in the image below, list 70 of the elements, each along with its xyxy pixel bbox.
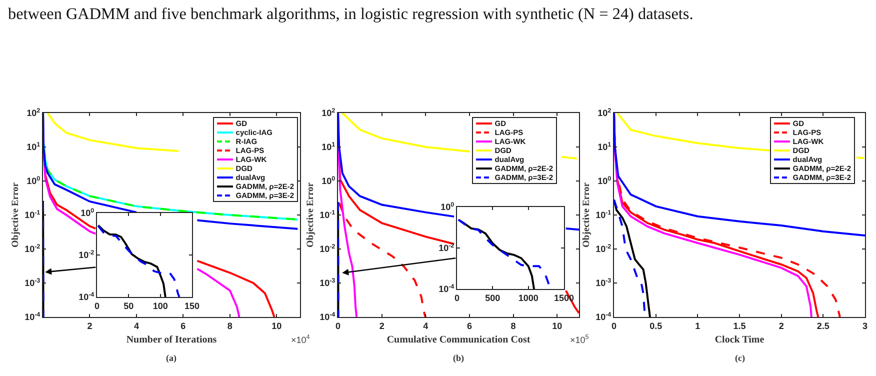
line-series (46, 113, 180, 152)
y-tick-label: 10$^{-2}$ (320, 243, 336, 254)
y-tick-label: 10$^{2}$ (26, 107, 41, 118)
text: ×10$^{4}$ (291, 334, 310, 345)
y-tick-label: 10$^{0}$ (598, 175, 612, 186)
x-tick-label: 150 (184, 300, 200, 311)
x-tick-label: 2 (778, 320, 784, 331)
x-tick-label: 2 (379, 320, 384, 331)
text: ×10$^{5}$ (570, 334, 590, 345)
text: (b) (453, 353, 464, 363)
y-axis-title: Objective Error (306, 182, 316, 248)
line-series (338, 202, 427, 317)
y-tick-label: 10$^{2}$ (598, 107, 612, 118)
y-tick-label: 10$^{-4}$ (596, 311, 612, 322)
y-axis-title: Objective Error (10, 182, 21, 248)
y-tick-label: 10$^{-2}$ (24, 243, 41, 254)
y-tick-label: 10$^{0}$ (80, 207, 95, 218)
y-tick-label: 10$^{-4}$ (78, 291, 95, 302)
x-tick-label: 50 (124, 300, 134, 311)
x-axis-title: Cumulative Communication Cost (386, 334, 531, 346)
y-tick-label: 10$^{-2}$ (78, 249, 95, 260)
x-tick-label: 0 (611, 320, 617, 331)
line-series (97, 225, 180, 297)
y-tick-label: 10$^{-4}$ (438, 283, 455, 294)
x-tick-label: 4 (423, 320, 428, 331)
y-tick-label: 10$^{-2}$ (596, 243, 612, 254)
x-axis-title: Number of Iterations (126, 334, 217, 346)
y-tick-label: 10$^{1}$ (598, 141, 612, 152)
x-tick-label: 8 (227, 320, 232, 331)
x-tick-label: 2.5 (816, 320, 830, 331)
x-tick-label: 6 (466, 320, 472, 331)
line-series (614, 113, 865, 236)
x-tick-label: 2 (87, 320, 92, 331)
x-tick-label: 6 (180, 320, 186, 331)
line-series (97, 224, 166, 297)
x-tick-label: 1000 (518, 292, 538, 303)
x-tick-label: 0 (335, 320, 341, 331)
text: between GADMM and five benchmark algorithms, in logistic regression with synthetic (N = 24) datasets. (8, 4, 694, 25)
y-tick-label: 10$^{2}$ (322, 107, 336, 118)
y-tick-label: 10$^{-1}$ (596, 209, 612, 220)
x-tick-label: 100 (152, 300, 168, 311)
x-tick-label: 10 (272, 320, 282, 331)
x-tick-label: 0 (94, 300, 100, 311)
line-series (457, 218, 536, 289)
x-axis-title: Clock Time (714, 334, 765, 346)
y-tick-label: 10$^{-2}$ (438, 242, 455, 254)
y-tick-label: 10$^{0}$ (440, 201, 455, 212)
y-tick-label: 10$^{1}$ (322, 141, 336, 152)
x-tick-label: 3 (862, 320, 868, 331)
y-tick-label: 10$^{-3}$ (320, 277, 336, 288)
x-tick-label: 0 (454, 292, 460, 303)
x-tick-label: 1.5 (733, 320, 746, 331)
x-tick-label: 8 (510, 320, 516, 331)
y-tick-label: 10$^{-1}$ (320, 209, 336, 220)
x-tick-label: 0.5 (650, 320, 662, 331)
y-tick-label: 10$^{0}$ (26, 175, 41, 186)
x-tick-label: 500 (485, 292, 500, 303)
x-tick-label: 10 (552, 320, 562, 331)
y-axis-title: Objective Error (582, 182, 592, 248)
x-tick-label: 1 (695, 320, 700, 331)
text: (c) (735, 353, 745, 363)
y-tick-label: 10$^{-3}$ (596, 277, 612, 288)
y-tick-label: 10$^{0}$ (322, 175, 336, 186)
y-tick-label: 10$^{-4}$ (320, 311, 336, 322)
y-tick-label: 10$^{-3}$ (24, 277, 41, 288)
x-tick-label: 4 (134, 320, 139, 331)
y-tick-label: 10$^{1}$ (26, 141, 41, 152)
y-tick-label: 10$^{-1}$ (24, 209, 41, 220)
text: (a) (166, 353, 176, 363)
y-tick-label: 10$^{-4}$ (24, 311, 41, 322)
